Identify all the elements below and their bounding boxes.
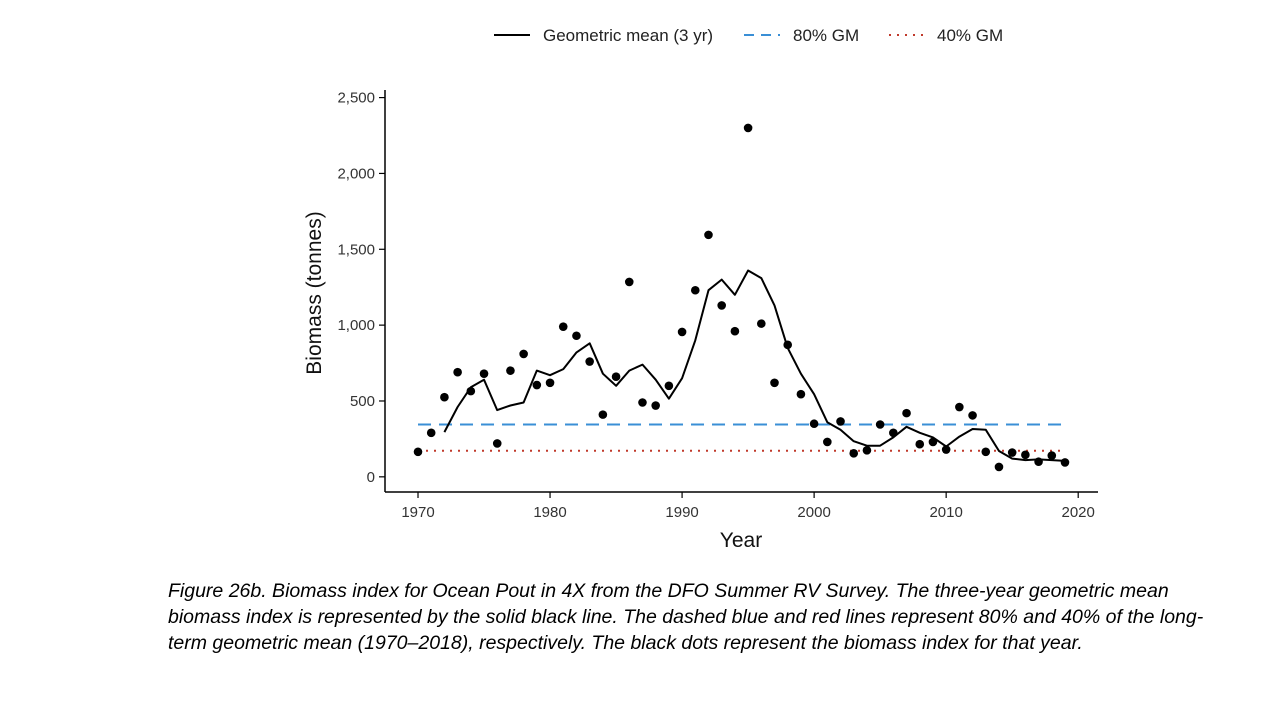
data-point	[770, 378, 779, 388]
data-point	[638, 398, 647, 407]
x-tick-label: 2010	[929, 504, 962, 521]
legend: Geometric mean (3 yr) 80% GM 40% GM	[494, 26, 1003, 45]
data-point	[413, 447, 423, 457]
y-tick-label: 1,000	[337, 317, 375, 334]
data-point	[730, 326, 740, 336]
data-point	[981, 447, 991, 457]
data-point	[611, 372, 621, 382]
legend-label-80-gm: 80% GM	[793, 26, 859, 45]
data-point	[690, 285, 700, 295]
legend-label-40-gm: 40% GM	[937, 26, 1003, 45]
y-tick-label: 500	[350, 393, 375, 410]
data-point	[453, 367, 462, 377]
data-point	[862, 445, 872, 455]
data-point	[875, 420, 885, 429]
data-point	[1047, 451, 1057, 460]
y-axis-title: Biomass (tonnes)	[303, 211, 326, 374]
data-point	[624, 277, 634, 287]
y-tick-label: 1,500	[337, 241, 375, 258]
y-tick-label: 0	[367, 469, 375, 486]
data-point	[585, 357, 594, 366]
x-tick-label: 2000	[797, 504, 830, 521]
geometric-mean-line	[443, 269, 1066, 462]
data-point	[836, 417, 845, 426]
geometric-mean-series	[443, 269, 1066, 462]
data-point	[823, 437, 832, 447]
data-point	[651, 401, 660, 410]
x-tick-label: 1980	[533, 504, 566, 521]
data-point	[545, 378, 555, 388]
data-point	[1034, 457, 1043, 466]
x-tick-label: 2020	[1062, 504, 1095, 521]
y-tick-label: 2,000	[337, 165, 375, 182]
reference-lines	[418, 423, 1065, 452]
data-point	[572, 331, 581, 341]
annual-biomass-points	[413, 123, 1070, 472]
y-axis-ticks: 0 500 1,000 1,500 2,000 2,500	[337, 90, 385, 486]
data-point	[889, 428, 898, 438]
x-tick-label: 1970	[401, 504, 434, 521]
data-point	[928, 437, 938, 447]
legend-label-geometric-mean: Geometric mean (3 yr)	[543, 26, 713, 45]
data-point	[532, 380, 542, 390]
data-point	[664, 381, 674, 391]
data-point	[955, 402, 964, 412]
data-point	[783, 340, 793, 350]
data-point	[743, 123, 753, 133]
x-axis-title: Year	[720, 529, 762, 552]
data-point	[466, 386, 476, 396]
data-point	[519, 349, 528, 359]
figure-caption: Figure 26b. Biomass index for Ocean Pout…	[168, 580, 1204, 654]
data-point	[796, 389, 806, 399]
data-point	[757, 319, 766, 328]
data-point	[968, 411, 977, 420]
data-point	[558, 322, 568, 331]
data-point	[717, 301, 726, 310]
data-point	[506, 366, 515, 375]
data-point	[941, 445, 951, 454]
data-point	[1060, 458, 1070, 467]
y-tick-label: 2,500	[337, 90, 375, 107]
data-point	[677, 327, 687, 337]
data-point	[915, 439, 925, 449]
data-point	[492, 439, 502, 448]
x-tick-label: 1990	[665, 504, 698, 521]
data-point	[994, 462, 1004, 472]
data-point	[849, 449, 859, 458]
data-point	[704, 230, 713, 240]
data-point	[426, 428, 436, 438]
data-point	[440, 392, 449, 402]
data-point	[1007, 448, 1017, 457]
data-point	[902, 408, 911, 418]
data-point	[1021, 450, 1030, 460]
x-axis-ticks: 1970 1980 1990 2000 2010 2020	[401, 492, 1095, 521]
data-point	[598, 410, 608, 419]
data-point	[479, 369, 489, 378]
data-point	[809, 419, 819, 429]
